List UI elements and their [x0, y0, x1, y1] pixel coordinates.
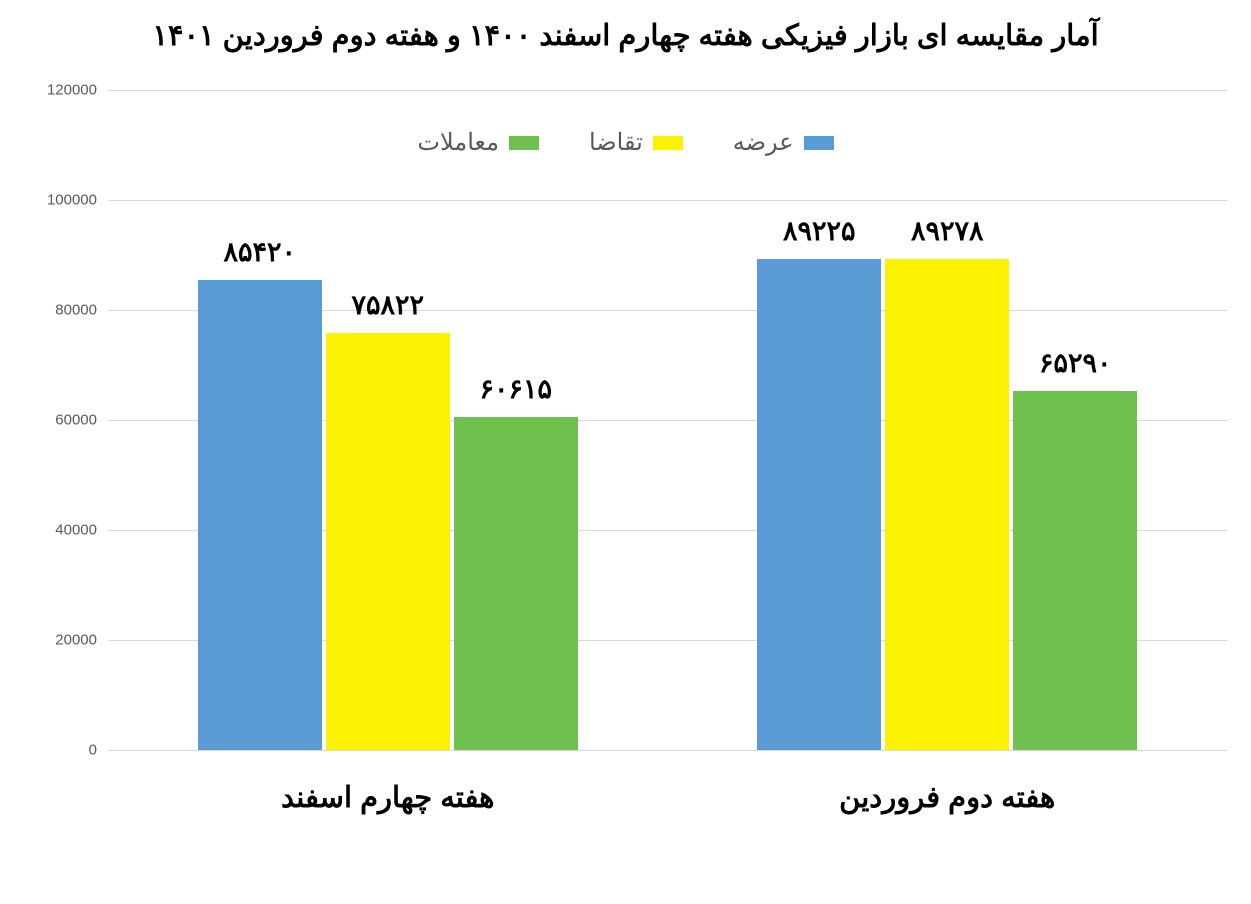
y-tick-label: 20000 — [7, 632, 97, 649]
gridline — [108, 750, 1227, 751]
y-tick-label: 120000 — [7, 82, 97, 99]
bar — [1013, 391, 1137, 750]
y-tick-label: 60000 — [7, 412, 97, 429]
plot-area: 020000400006000080000100000120000۸۵۴۲۰۷۵… — [108, 90, 1227, 750]
bar — [326, 333, 450, 750]
x-label-0: هفته چهارم اسفند — [188, 780, 588, 815]
data-label: ۸۹۲۲۵ — [754, 216, 884, 247]
y-tick-label: 100000 — [7, 192, 97, 209]
y-tick-label: 40000 — [7, 522, 97, 539]
data-label: ۸۵۴۲۰ — [195, 237, 325, 268]
data-label: ۶۰۶۱۵ — [451, 374, 581, 405]
gridline — [108, 90, 1227, 91]
x-label-1: هفته دوم فروردین — [747, 780, 1147, 815]
bar — [454, 417, 578, 750]
chart-title: آمار مقایسه ای بازار فیزیکی هفته چهارم ا… — [0, 18, 1251, 53]
y-tick-label: 0 — [7, 742, 97, 759]
y-tick-label: 80000 — [7, 302, 97, 319]
bar — [885, 259, 1009, 750]
bar — [757, 259, 881, 750]
gridline — [108, 200, 1227, 201]
data-label: ۸۹۲۷۸ — [882, 216, 1012, 247]
data-label: ۷۵۸۲۲ — [323, 290, 453, 321]
bar-chart: آمار مقایسه ای بازار فیزیکی هفته چهارم ا… — [0, 0, 1251, 904]
data-label: ۶۵۲۹۰ — [1010, 348, 1140, 379]
bar — [198, 280, 322, 750]
